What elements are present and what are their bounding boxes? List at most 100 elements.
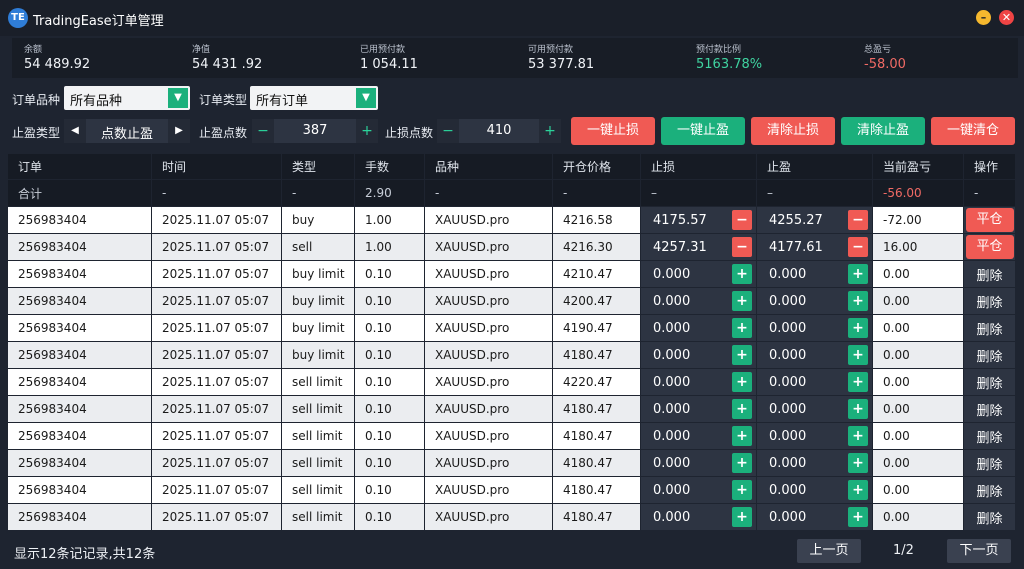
plus-icon[interactable]: + (732, 264, 752, 284)
close-position-button[interactable]: 平仓 (965, 208, 1014, 232)
table-row[interactable]: 256983404 2025.11.07 05:07 sell limit 0.10 X… (8, 396, 1016, 423)
take-profit-value[interactable]: 0.000 (769, 455, 807, 471)
delete-order-button[interactable]: 删除 (964, 288, 1016, 315)
take-profit-value[interactable]: 0.000 (769, 347, 807, 363)
minimize-button[interactable]: – (976, 10, 991, 25)
take-profit-value[interactable]: 0.000 (769, 374, 807, 390)
plus-icon[interactable]: + (732, 507, 752, 527)
plus-icon[interactable]: + (732, 399, 752, 419)
stop-loss-cell[interactable]: 0.000 + (641, 423, 757, 450)
take-profit-value[interactable]: 0.000 (769, 482, 807, 498)
column-header[interactable]: 止盈 (757, 154, 873, 180)
table-row[interactable]: 256983404 2025.11.07 05:07 buy limit 0.10 XA… (8, 288, 1016, 315)
stop-loss-cell[interactable]: 0.000 + (641, 261, 757, 288)
delete-order-button[interactable]: 删除 (964, 315, 1016, 342)
table-row[interactable]: 256983404 2025.11.07 05:07 buy limit 0.10 XA… (8, 315, 1016, 342)
minus-icon[interactable]: − (252, 119, 274, 143)
take-profit-cell[interactable]: 0.000 + (757, 288, 873, 315)
delete-order-button[interactable]: 删除 (964, 261, 1016, 288)
delete-order-button[interactable]: 删除 (964, 396, 1016, 423)
sl-points-stepper[interactable]: − 410 + (437, 119, 561, 143)
take-profit-cell[interactable]: 4177.61 − (757, 234, 873, 261)
stop-loss-cell[interactable]: 0.000 + (641, 369, 757, 396)
plus-icon[interactable]: + (848, 480, 868, 500)
stop-loss-value[interactable]: 4257.31 (653, 239, 707, 255)
tp-points-value[interactable]: 387 (302, 123, 328, 138)
stop-loss-value[interactable]: 0.000 (653, 320, 691, 336)
delete-order-button[interactable]: 删除 (964, 450, 1016, 477)
take-profit-cell[interactable]: 0.000 + (757, 342, 873, 369)
plus-icon[interactable]: + (732, 480, 752, 500)
next-page-button[interactable]: 下一页 (947, 539, 1011, 563)
stop-loss-cell[interactable]: 0.000 + (641, 450, 757, 477)
table-row[interactable]: 256983404 2025.11.07 05:07 buy limit 0.10 XA… (8, 261, 1016, 288)
stop-loss-value[interactable]: 0.000 (653, 482, 691, 498)
take-profit-value[interactable]: 0.000 (769, 509, 807, 525)
plus-icon[interactable]: + (848, 318, 868, 338)
take-profit-value[interactable]: 4255.27 (769, 212, 823, 228)
table-row[interactable]: 256983404 2025.11.07 05:07 buy limit 0.10 XA… (8, 342, 1016, 369)
stop-loss-cell[interactable]: 0.000 + (641, 477, 757, 504)
stop-loss-value[interactable]: 0.000 (653, 266, 691, 282)
stop-loss-value[interactable]: 0.000 (653, 374, 691, 390)
one-click-stop-loss-button[interactable]: 一键止损 (571, 117, 655, 145)
take-profit-value[interactable]: 4177.61 (769, 239, 823, 255)
minus-icon[interactable]: − (732, 237, 752, 257)
delete-order-button[interactable]: 删除 (964, 504, 1016, 531)
plus-icon[interactable]: + (848, 291, 868, 311)
plus-icon[interactable]: + (356, 119, 378, 143)
table-row[interactable]: 256983404 2025.11.07 05:07 sell limit 0.10 X… (8, 369, 1016, 396)
take-profit-value[interactable]: 0.000 (769, 320, 807, 336)
stop-loss-value[interactable]: 0.000 (653, 428, 691, 444)
clear-take-profit-button[interactable]: 清除止盈 (841, 117, 925, 145)
one-click-take-profit-button[interactable]: 一键止盈 (661, 117, 745, 145)
plus-icon[interactable]: + (732, 426, 752, 446)
take-profit-cell[interactable]: 4255.27 − (757, 207, 873, 234)
delete-order-button[interactable]: 删除 (964, 369, 1016, 396)
take-profit-cell[interactable]: 0.000 + (757, 477, 873, 504)
tp-points-stepper[interactable]: − 387 + (252, 119, 378, 143)
take-profit-cell[interactable]: 0.000 + (757, 261, 873, 288)
column-header[interactable]: 手数 (355, 154, 425, 180)
column-header[interactable]: 类型 (282, 154, 355, 180)
close-position-button[interactable]: 平仓 (965, 235, 1014, 259)
delete-order-button[interactable]: 删除 (964, 477, 1016, 504)
chevron-right-icon[interactable]: ▶ (168, 119, 190, 143)
clear-stop-loss-button[interactable]: 清除止损 (751, 117, 835, 145)
prev-page-button[interactable]: 上一页 (797, 539, 861, 563)
stop-loss-cell[interactable]: 0.000 + (641, 288, 757, 315)
plus-icon[interactable]: + (848, 372, 868, 392)
plus-icon[interactable]: + (848, 453, 868, 473)
sl-points-value[interactable]: 410 (486, 123, 512, 138)
minus-icon[interactable]: − (437, 119, 459, 143)
delete-order-button[interactable]: 删除 (964, 423, 1016, 450)
minus-icon[interactable]: − (732, 210, 752, 230)
stop-loss-value[interactable]: 0.000 (653, 293, 691, 309)
stop-loss-value[interactable]: 0.000 (653, 347, 691, 363)
minus-icon[interactable]: − (848, 237, 868, 257)
stop-loss-value[interactable]: 0.000 (653, 401, 691, 417)
table-row[interactable]: 256983404 2025.11.07 05:07 sell limit 0.10 X… (8, 477, 1016, 504)
plus-icon[interactable]: + (848, 399, 868, 419)
stop-loss-value[interactable]: 0.000 (653, 509, 691, 525)
table-row[interactable]: 256983404 2025.11.07 05:07 sell limit 0.10 X… (8, 423, 1016, 450)
tp-type-selector[interactable]: ◀ 点数止盈 ▶ (64, 119, 190, 143)
stop-loss-cell[interactable]: 0.000 + (641, 342, 757, 369)
take-profit-cell[interactable]: 0.000 + (757, 450, 873, 477)
take-profit-value[interactable]: 0.000 (769, 428, 807, 444)
close-button[interactable]: ✕ (999, 10, 1014, 25)
column-header[interactable]: 时间 (152, 154, 282, 180)
plus-icon[interactable]: + (732, 453, 752, 473)
plus-icon[interactable]: + (848, 426, 868, 446)
chevron-left-icon[interactable]: ◀ (64, 119, 86, 143)
plus-icon[interactable]: + (732, 372, 752, 392)
plus-icon[interactable]: + (732, 345, 752, 365)
take-profit-cell[interactable]: 0.000 + (757, 504, 873, 531)
table-row[interactable]: 256983404 2025.11.07 05:07 sell limit 0.10 X… (8, 450, 1016, 477)
stop-loss-cell[interactable]: 4175.57 − (641, 207, 757, 234)
close-all-button[interactable]: 一键清仓 (931, 117, 1015, 145)
plus-icon[interactable]: + (539, 119, 561, 143)
plus-icon[interactable]: + (848, 264, 868, 284)
stop-loss-cell[interactable]: 4257.31 − (641, 234, 757, 261)
delete-order-button[interactable]: 删除 (964, 342, 1016, 369)
